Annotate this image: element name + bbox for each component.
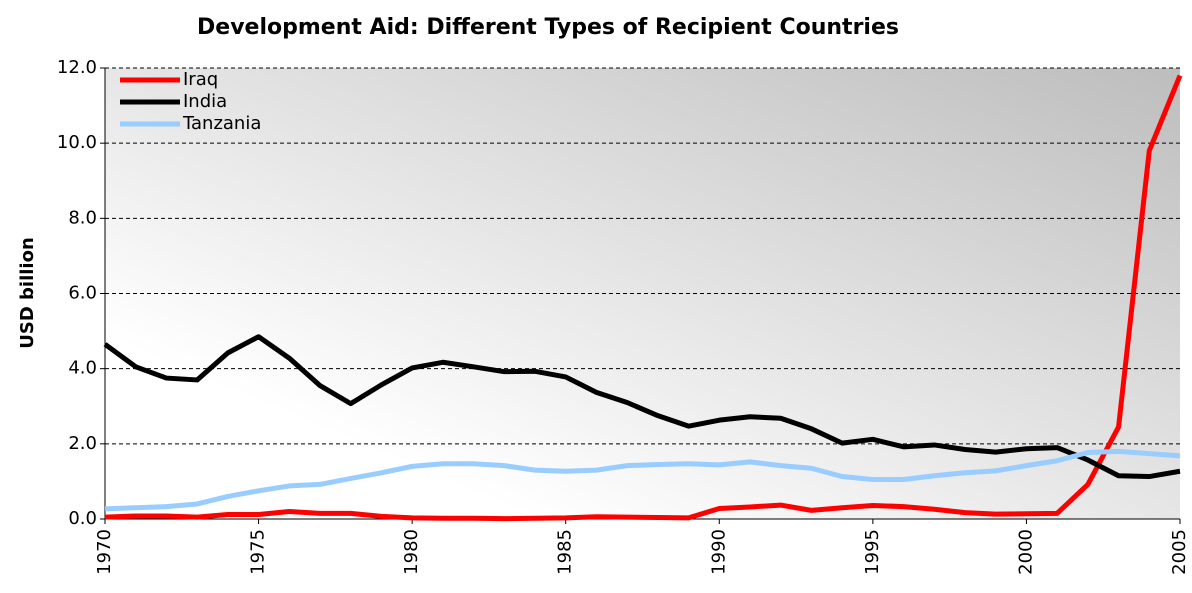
y-tick-label: 12.0 [57,57,97,78]
x-tick-label: 1970 [94,529,115,575]
plot-area [105,68,1180,519]
x-tick-label: 1980 [401,529,422,575]
x-tick-label: 1995 [862,529,883,575]
x-tick-label: 1985 [555,529,576,575]
x-tick-label: 2000 [1015,529,1036,575]
x-tick-label: 1990 [708,529,729,575]
x-tick-label: 2005 [1169,529,1190,575]
series-line [103,334,1181,480]
y-tick-label: 10.0 [57,132,97,153]
series-line [104,448,1181,512]
y-tick-label: 2.0 [68,433,97,454]
chart-title: Development Aid: Different Types of Reci… [197,15,899,40]
x-tick-label: 1975 [248,529,269,575]
legend-label: Tanzania [182,113,261,134]
y-tick-label: 4.0 [68,358,97,379]
y-axis-label: USD billion [17,237,38,349]
legend-label: India [183,91,227,112]
y-tick-label: 0.0 [68,508,97,529]
y-tick-label: 6.0 [68,283,97,304]
legend-label: Iraq [183,69,218,90]
series-line [104,74,1183,522]
y-tick-label: 8.0 [68,207,97,228]
